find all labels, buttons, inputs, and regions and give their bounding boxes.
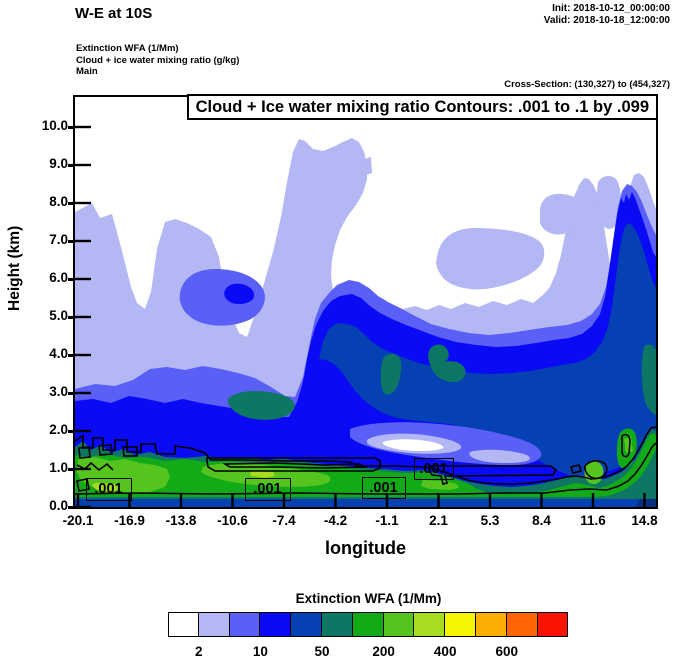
x-tick-label: 2.1 <box>429 513 448 528</box>
y-tick-mark <box>68 240 75 243</box>
green-surface-band <box>74 432 656 497</box>
y-tick-label: 10.0 <box>41 118 68 133</box>
colorbar <box>168 612 569 637</box>
lavender-patch-e <box>364 156 372 175</box>
y-tick-mark <box>68 392 75 395</box>
colorbar-tick-label: 10 <box>252 644 268 659</box>
plot-area: Cloud + Ice water mixing ratio Contours:… <box>72 94 658 509</box>
x-tick-label: -10.6 <box>217 513 248 528</box>
colorbar-cell <box>506 612 538 637</box>
mixing-ratio-contour-lines <box>74 425 656 495</box>
blue-blob-left-core <box>223 283 254 304</box>
surface-navy-strip <box>74 498 656 507</box>
y-tick-label: 1.0 <box>49 460 68 475</box>
colorbar-cell <box>229 612 261 637</box>
x-tick-label: -4.2 <box>323 513 348 528</box>
x-tick-label: -13.8 <box>165 513 197 528</box>
lavender-patch-b <box>539 193 583 234</box>
colorbar-cell <box>383 612 415 637</box>
x-tick-label: 14.8 <box>631 513 658 528</box>
page-title: W-E at 10S <box>75 5 153 22</box>
y-axis-inner-ticks <box>74 125 91 507</box>
field-line-2: Cloud + ice water mixing ratio (g/kg) <box>76 54 240 66</box>
field-line-3: Main <box>76 66 98 77</box>
colorbar-cell <box>198 612 230 637</box>
y-tick-mark <box>68 164 75 167</box>
colorbar-cell <box>475 612 507 637</box>
colorbar-cell <box>168 612 199 637</box>
colorbar-cell <box>537 612 569 637</box>
x-tick-label: -20.1 <box>62 513 94 528</box>
colorbar-cell <box>260 612 292 637</box>
y-tick-mark <box>68 506 75 509</box>
teal-blob-left-center <box>227 390 295 420</box>
streak-lens-core <box>382 438 443 451</box>
colorbar-tick-label: 200 <box>372 644 395 659</box>
periwinkle-blob-left <box>179 268 265 326</box>
streak-lens-2 <box>468 449 530 463</box>
teal-blob-2 <box>427 344 466 382</box>
y-tick-label: 9.0 <box>49 156 68 171</box>
contour-value-label: .001 <box>85 477 132 501</box>
x-tick-label: -16.9 <box>114 513 145 528</box>
y-tick-mark <box>68 126 75 129</box>
colorbar-cell <box>291 612 322 637</box>
teal-blob-1 <box>380 353 401 394</box>
contour-title-box: Cloud + Ice water mixing ratio Contours:… <box>186 94 658 120</box>
y-tick-mark <box>68 354 75 357</box>
lavender-patch-c <box>595 175 621 229</box>
colorbar-cell <box>321 612 353 637</box>
x-axis-title: longitude <box>325 538 406 558</box>
yellowgreen-sliver-2 <box>249 470 275 478</box>
colorbar-cell <box>445 612 476 637</box>
colorbar-cell <box>414 612 446 637</box>
x-tick-label: 8.4 <box>532 513 551 528</box>
y-tick-label: 2.0 <box>49 422 68 437</box>
colorbar-tick-label: 600 <box>495 644 519 659</box>
cross-section-info: Cross-Section: (130,327) to (454,327) <box>504 79 670 90</box>
y-tick-label: 5.0 <box>49 308 68 323</box>
y-tick-label: 3.0 <box>49 384 68 399</box>
x-tick-label: 11.6 <box>580 513 606 528</box>
contour-value-label: .001 <box>244 477 291 501</box>
valid-time: Valid: 2018-10-18_12:00:00 <box>543 15 670 26</box>
lavender-patch-d <box>586 190 594 227</box>
y-tick-label: 6.0 <box>49 270 68 285</box>
x-tick-label: -7.4 <box>272 513 296 528</box>
contour-fill-level5 <box>318 222 656 477</box>
y-tick-mark <box>68 316 75 319</box>
contour-value-label: .001 <box>361 476 406 499</box>
field-line-1: Extinction WFA (1/Mm) <box>76 43 179 54</box>
yellowgreen-sliver-1 <box>91 482 119 492</box>
brightgreen-patch-c <box>420 479 459 490</box>
init-time: Init: 2018-10-12_00:00:00 <box>552 3 670 14</box>
y-axis-title: Height (km) <box>6 225 23 311</box>
colorbar-cell <box>352 612 384 637</box>
colorbar-tick-label: 2 <box>195 644 203 659</box>
x-tick-label: -1.1 <box>375 513 399 528</box>
y-tick-mark <box>68 278 75 281</box>
run-times: Init: 2018-10-12_00:00:00 Valid: 2018-10… <box>544 3 670 27</box>
y-tick-label: 8.0 <box>49 194 68 209</box>
colorbar-title: Extinction WFA (1/Mm) <box>295 591 442 606</box>
lavender-patch-a <box>435 227 544 289</box>
y-tick-mark <box>68 202 75 205</box>
y-tick-label: 7.0 <box>49 232 68 247</box>
teal-right-edge-sliver <box>641 344 656 415</box>
contour-value-label: .001 <box>413 457 454 480</box>
y-tick-label: 0.0 <box>49 498 68 513</box>
colorbar-tick-label: 400 <box>433 644 457 659</box>
y-tick-label: 4.0 <box>49 346 68 361</box>
contour-plot-canvas <box>74 125 656 507</box>
field-legend: Extinction WFA (1/Mm) Cloud + ice water … <box>76 43 239 78</box>
colorbar-tick-label: 50 <box>314 644 330 659</box>
y-tick-mark <box>68 468 75 471</box>
x-tick-label: 5.3 <box>480 513 500 528</box>
y-tick-mark <box>68 430 75 433</box>
